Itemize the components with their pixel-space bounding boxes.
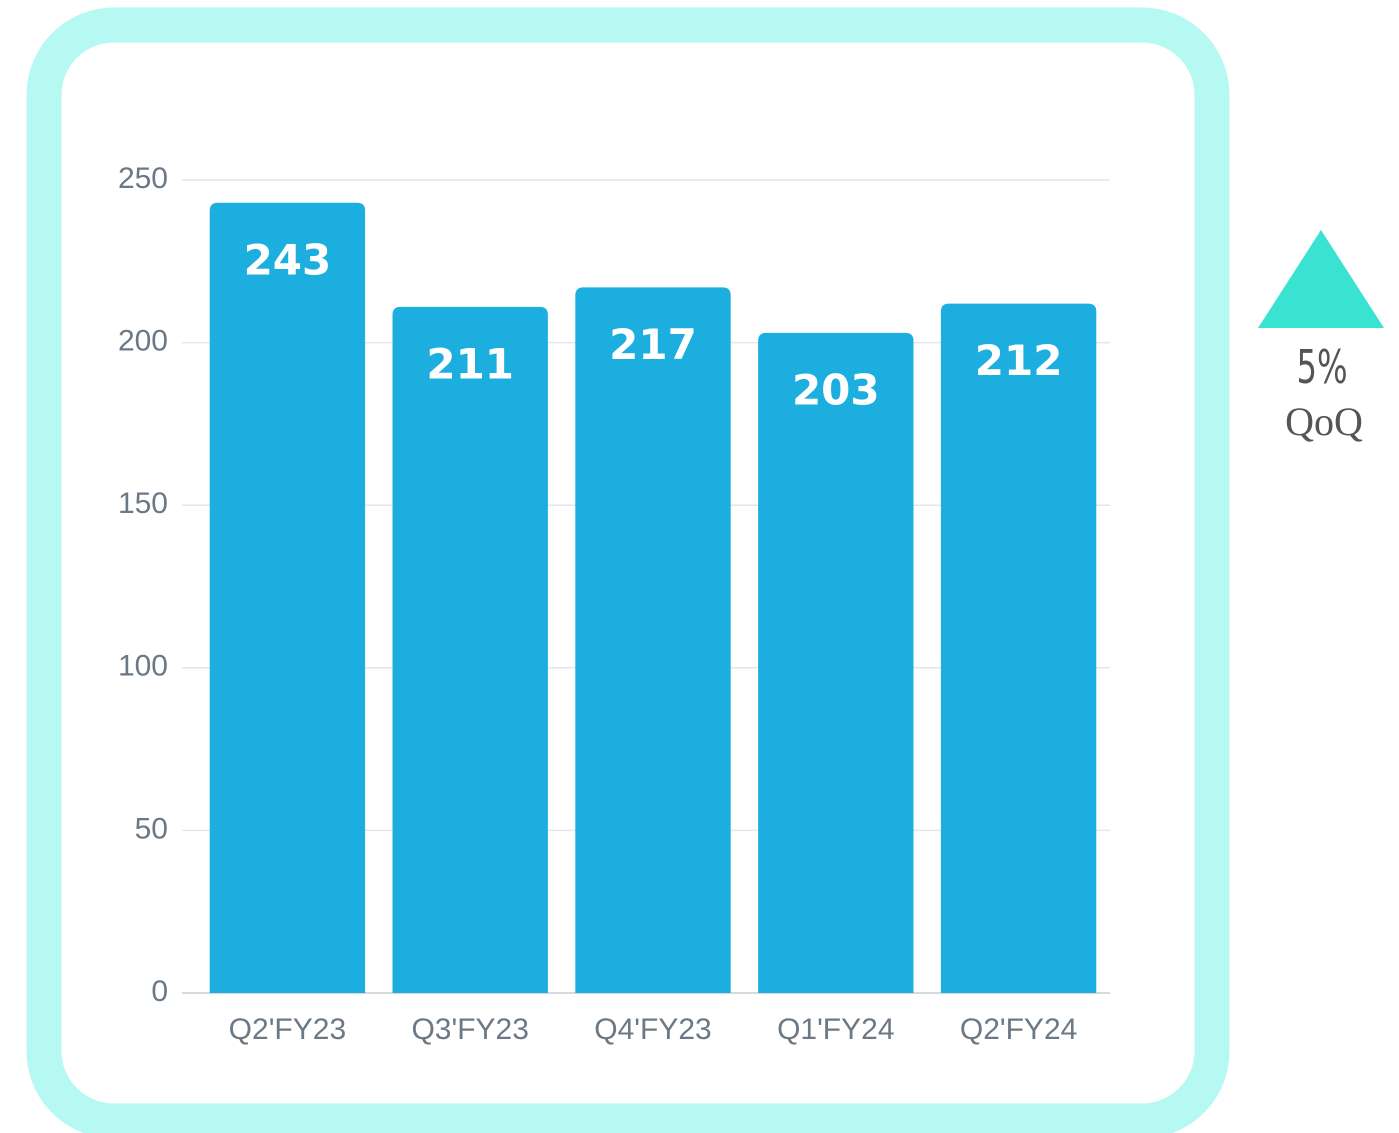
y-tick-label: 250 [118,162,168,195]
y-tick-label: 200 [118,325,168,358]
bar [392,306,548,993]
value-label: 217 [609,320,697,369]
value-label: 211 [426,339,514,388]
x-tick-label: Q4'FY23 [594,1013,711,1046]
x-tick-label: Q3'FY23 [411,1013,528,1046]
y-tick-label: 100 [118,650,168,683]
y-tick-label: 0 [151,975,168,1008]
bar [940,303,1097,993]
bar [758,332,914,993]
change-value: 5% [1296,341,1347,394]
x-tick-label: Q2'FY23 [229,1013,346,1046]
bar [209,202,366,993]
bar [575,287,731,993]
up-arrow [1258,230,1384,328]
value-label: 212 [975,336,1063,385]
change-period: QoQ [1285,399,1363,444]
x-tick-label: Q2'FY24 [960,1013,1077,1046]
y-tick-label: 150 [118,487,168,520]
value-label: 203 [792,365,880,414]
y-tick-label: 50 [135,812,168,845]
value-label: 243 [244,235,332,284]
x-tick-label: Q1'FY24 [777,1013,894,1046]
